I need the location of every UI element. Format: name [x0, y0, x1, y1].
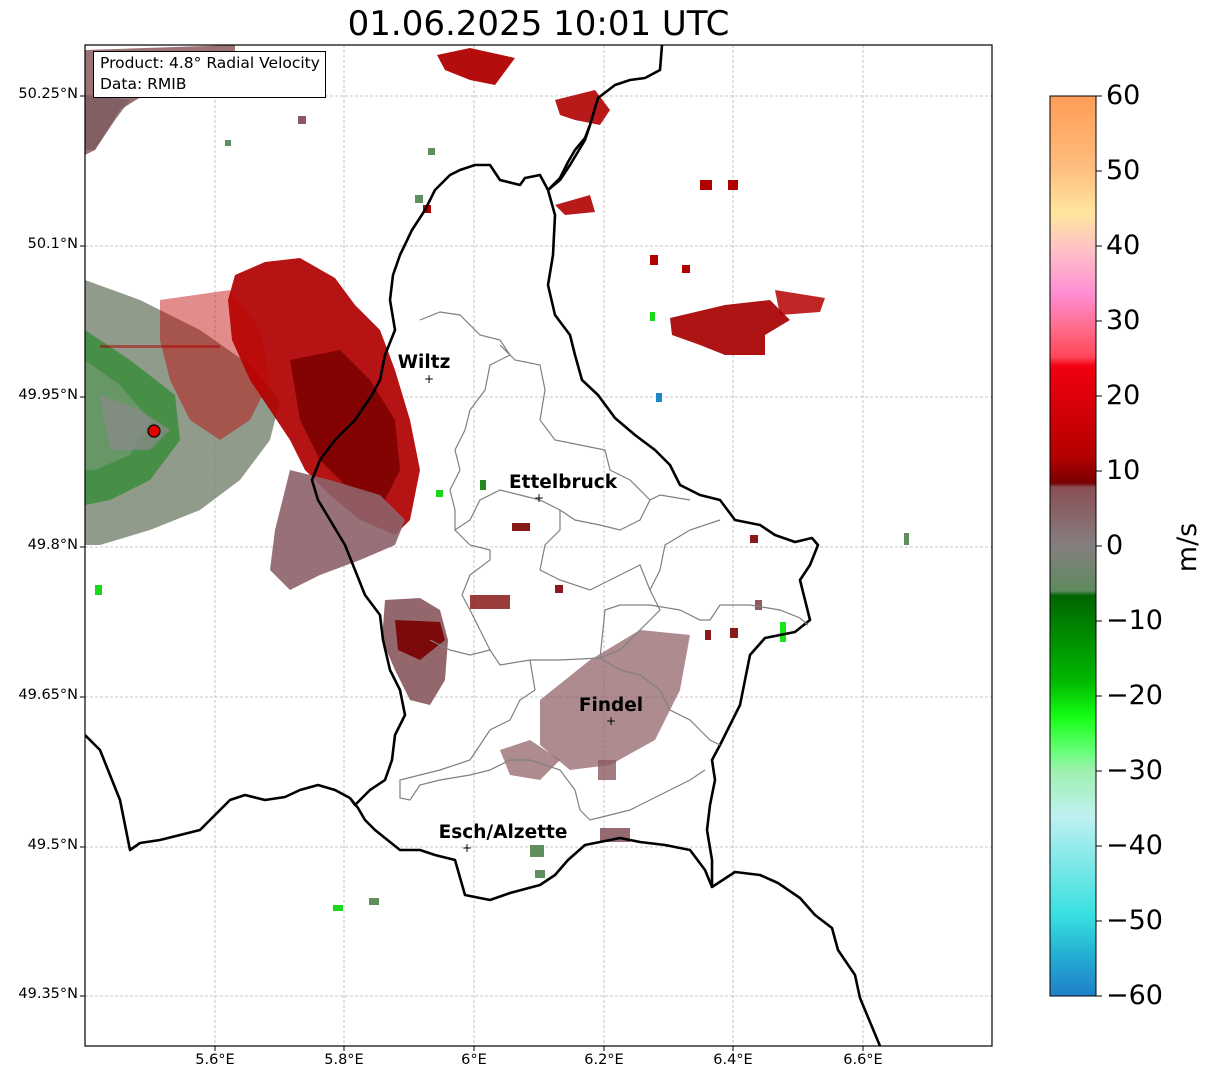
map-frame: [84, 44, 993, 1047]
colorbar-tick-label: −10: [1106, 605, 1163, 636]
x-tick-label: 5.6°E: [195, 1052, 235, 1068]
national-border: [546, 45, 882, 1046]
colorbar-tick-label: 30: [1106, 305, 1141, 336]
colorbar-tick-label: −20: [1106, 680, 1163, 711]
city-marker: +: [424, 372, 434, 386]
canton-borders: [399, 311, 809, 821]
city-label: Esch/Alzette: [439, 822, 568, 843]
y-tick-label: 50.1°N: [27, 236, 78, 252]
y-tick-label: 49.8°N: [27, 537, 78, 553]
x-tick-label: 5.8°E: [324, 1052, 364, 1068]
colorbar-ticks: [1096, 95, 1102, 997]
y-tick-label: 49.5°N: [27, 837, 78, 853]
colorbar-tick-label: 0: [1106, 530, 1124, 561]
colorbar-tick-label: 50: [1106, 155, 1141, 186]
colorbar-tick-label: −60: [1106, 980, 1163, 1011]
colorbar-tick-label: −50: [1106, 905, 1163, 936]
colorbar-tick-label: 20: [1106, 380, 1141, 411]
colorbar-tick-label: 10: [1106, 455, 1141, 486]
colorbar: [1049, 95, 1097, 997]
y-tick-label: 50.25°N: [18, 86, 78, 102]
colorbar-unit-label: m/s: [1172, 522, 1204, 573]
y-tick-label: 49.95°N: [18, 387, 78, 403]
city-marker: +: [462, 841, 472, 855]
product-label: Product: 4.8° Radial Velocity: [100, 54, 320, 72]
gridlines: [85, 45, 992, 1046]
city-ettelbruck: Ettelbruck +: [509, 472, 618, 505]
city-label: Findel: [579, 695, 643, 716]
city-wiltz: Wiltz +: [398, 352, 451, 386]
colorbar-tick-label: −30: [1106, 755, 1163, 786]
y-tick-label: 49.35°N: [18, 986, 78, 1002]
map-title: 01.06.2025 10:01 UTC: [347, 4, 730, 44]
tick-marks: [80, 95, 864, 1051]
city-label: Ettelbruck: [509, 472, 618, 493]
x-tick-label: 6.4°E: [713, 1052, 753, 1068]
border-south: [348, 797, 714, 902]
map-area: [85, 45, 992, 1046]
product-info-box: Product: 4.8° Radial Velocity Data: RMIB: [93, 51, 326, 98]
border-france: [85, 734, 351, 852]
border-west: [310, 163, 550, 807]
city-labels: Wiltz + Ettelbruck + Findel + Esch/Alzet…: [398, 352, 643, 855]
x-tick-label: 6.2°E: [584, 1052, 624, 1068]
city-esch-alzette: Esch/Alzette +: [439, 822, 568, 855]
colorbar-tick-label: 40: [1106, 230, 1141, 261]
city-label: Wiltz: [398, 352, 451, 373]
city-marker: +: [534, 491, 544, 505]
x-tick-label: 6°E: [461, 1052, 487, 1068]
x-tick-label: 6.6°E: [843, 1052, 883, 1068]
border-germany-ne: [547, 124, 592, 191]
data-source-label: Data: RMIB: [100, 75, 187, 93]
city-marker: +: [606, 714, 616, 728]
radar-site-marker: [147, 424, 161, 438]
y-tick-label: 49.65°N: [18, 687, 78, 703]
city-findel: Findel +: [579, 695, 643, 728]
colorbar-tick-label: 60: [1106, 80, 1141, 111]
colorbar-tick-label: −40: [1106, 830, 1163, 861]
